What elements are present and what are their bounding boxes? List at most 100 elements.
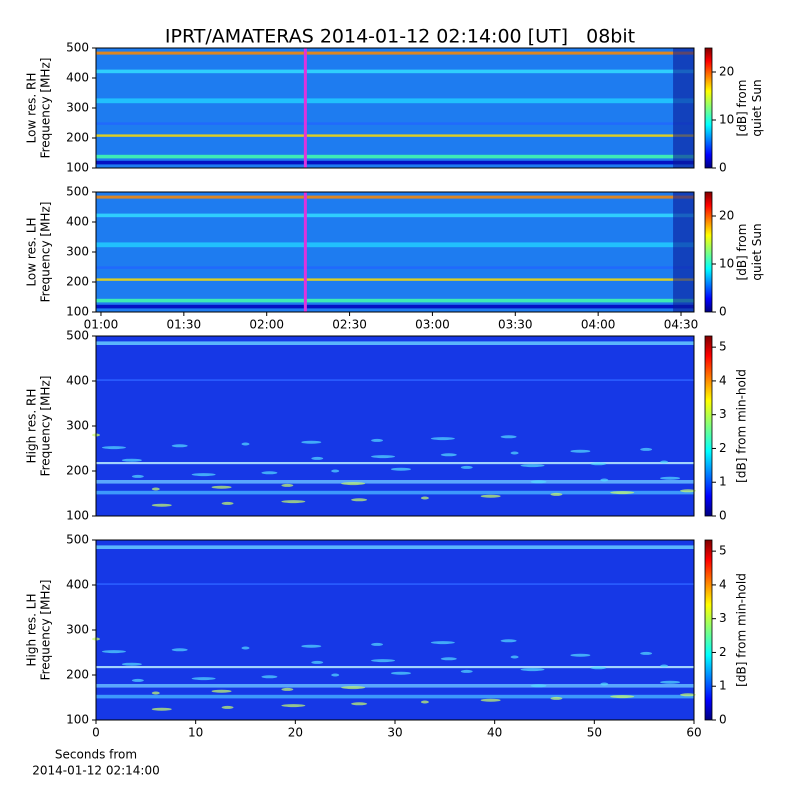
burst-blob: [590, 462, 607, 466]
spectrogram-background: [96, 336, 694, 516]
burst-blob: [101, 650, 126, 654]
spectral-band: [96, 583, 694, 585]
burst-blob: [530, 684, 547, 688]
burst-blob: [301, 440, 322, 444]
burst-blob: [351, 498, 368, 502]
spectral-band: [96, 278, 694, 281]
data-gap: [673, 48, 694, 168]
x-tick-label: 60: [686, 726, 701, 740]
burst-blob: [351, 702, 368, 706]
spectral-band: [96, 134, 694, 137]
y-tick-label: 400: [66, 374, 89, 388]
burst-blob: [131, 474, 144, 478]
x-tick-label: 02:00: [249, 318, 284, 332]
burst-blob: [660, 680, 681, 684]
burst-blob: [191, 677, 216, 681]
y-tick-label: 200: [66, 464, 89, 478]
spectral-band: [96, 242, 694, 248]
burst-blob: [440, 657, 457, 661]
x-axis-label: Seconds from: [55, 748, 137, 762]
spectrogram-background: [96, 540, 694, 720]
spectral-band: [96, 341, 694, 345]
colorbar-tick-label: 1: [719, 679, 727, 693]
burst-blob: [550, 696, 563, 700]
colorbar-tick-label: 0: [719, 509, 727, 523]
y-tick-label: 500: [66, 185, 89, 199]
x-tick-label: 10: [188, 726, 203, 740]
spectral-band: [96, 304, 694, 309]
burst-blob: [520, 668, 545, 672]
burst-blob: [311, 660, 324, 664]
colorbar-tick-label: 2: [719, 441, 727, 455]
burst-blob: [171, 648, 188, 652]
burst-blob: [590, 666, 607, 670]
burst-blob: [261, 675, 278, 679]
burst-blob: [151, 691, 160, 695]
burst-blob: [371, 455, 396, 459]
burst-blob: [281, 687, 294, 691]
x-tick-label: 40: [487, 726, 502, 740]
burst-blob: [241, 646, 250, 650]
spectral-band: [96, 490, 694, 495]
spectral-band: [96, 694, 694, 699]
burst-blob: [480, 494, 501, 498]
colorbar-tick-label: 4: [719, 373, 727, 387]
colorbar-tick-label: 3: [719, 407, 727, 421]
colorbar-tick-label: 20: [719, 209, 734, 223]
colorbar-label: [dB] from: [735, 80, 749, 137]
colorbar-label: [dB] from min-hold: [735, 369, 749, 483]
burst-blob: [121, 662, 142, 666]
burst-blob: [640, 447, 653, 451]
spectral-band: [96, 51, 694, 55]
burst-blob: [281, 500, 306, 504]
colorbar-tick-label: 5: [719, 544, 727, 558]
y-tick-label: 100: [66, 305, 89, 319]
spectral-band: [96, 545, 694, 549]
spectral-band: [96, 195, 694, 199]
burst-blob: [151, 707, 172, 711]
burst-blob: [371, 642, 384, 646]
y-tick-label: 300: [66, 245, 89, 259]
burst-blob: [121, 458, 142, 462]
x-tick-label: 03:30: [498, 318, 533, 332]
burst-blob: [211, 485, 232, 489]
burst-blob: [460, 465, 473, 469]
burst-blob: [640, 651, 653, 655]
x-tick-label: 50: [587, 726, 602, 740]
colorbar-label: quiet Sun: [750, 79, 764, 136]
burst-blob: [550, 492, 563, 496]
burst-blob: [341, 482, 366, 486]
burst-blob: [241, 442, 250, 446]
burst-blob: [390, 671, 411, 675]
burst-blob: [420, 496, 429, 500]
burst-blob: [510, 451, 519, 455]
burst-blob: [610, 491, 635, 495]
y-tick-label: 400: [66, 71, 89, 85]
spectral-band: [96, 266, 694, 269]
burst-blob: [600, 682, 609, 686]
burst-blob: [151, 487, 160, 491]
colorbar: [704, 47, 713, 169]
burst-blob: [420, 700, 429, 704]
burst-blob: [680, 693, 697, 697]
colorbar-label: [dB] from min-hold: [735, 573, 749, 687]
burst-blob: [570, 449, 591, 453]
burst-blob: [171, 444, 188, 448]
spectral-band: [96, 666, 694, 669]
spectral-band: [96, 154, 694, 159]
burst-blob: [520, 464, 545, 468]
y-axis-label: Low res. LH: [25, 217, 39, 286]
y-tick-label: 300: [66, 623, 89, 637]
burst-blob: [660, 460, 669, 464]
burst-blob: [480, 698, 501, 702]
burst-blob: [331, 673, 340, 677]
burst-blob: [680, 489, 697, 493]
y-axis-label: Frequency [MHz]: [39, 58, 53, 159]
y-tick-label: 200: [66, 131, 89, 145]
spectral-band: [96, 298, 694, 303]
burst-blob: [261, 471, 278, 475]
burst-blob: [660, 476, 681, 480]
burst-blob: [460, 669, 473, 673]
colorbar-tick-label: 10: [719, 113, 734, 127]
